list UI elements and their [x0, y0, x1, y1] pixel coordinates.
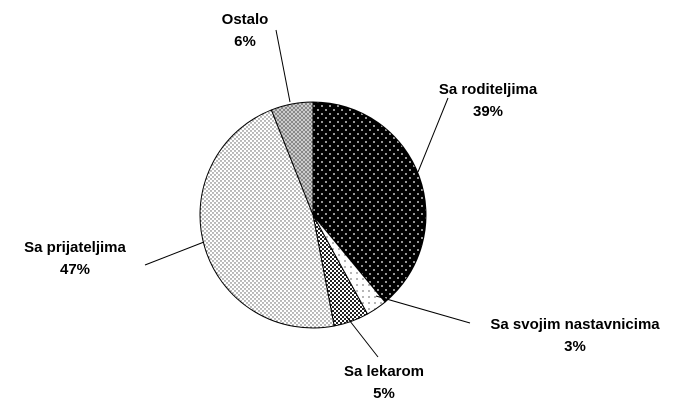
slice-label: Sa lekarom	[344, 363, 424, 380]
leader-line	[417, 97, 449, 173]
leader-line	[345, 315, 379, 358]
pie-slice	[199, 109, 335, 329]
slice-label: Sa svojim nastavnicima	[490, 316, 660, 333]
slice-value-label: 3%	[564, 338, 586, 355]
leader-line	[275, 29, 291, 103]
slice-label: Ostalo	[222, 11, 269, 28]
pie-slice	[270, 101, 314, 216]
slice-value-label: 5%	[373, 385, 395, 401]
slice-value-label: 6%	[234, 33, 256, 50]
slice-value-label: 47%	[60, 261, 90, 278]
slice-value-label: 39%	[473, 103, 503, 120]
leader-line	[144, 241, 205, 266]
leader-line	[375, 295, 471, 324]
slice-label: Sa prijateljima	[24, 239, 126, 256]
pie-slice	[312, 101, 427, 303]
slice-label: Sa roditeljima	[439, 81, 538, 98]
